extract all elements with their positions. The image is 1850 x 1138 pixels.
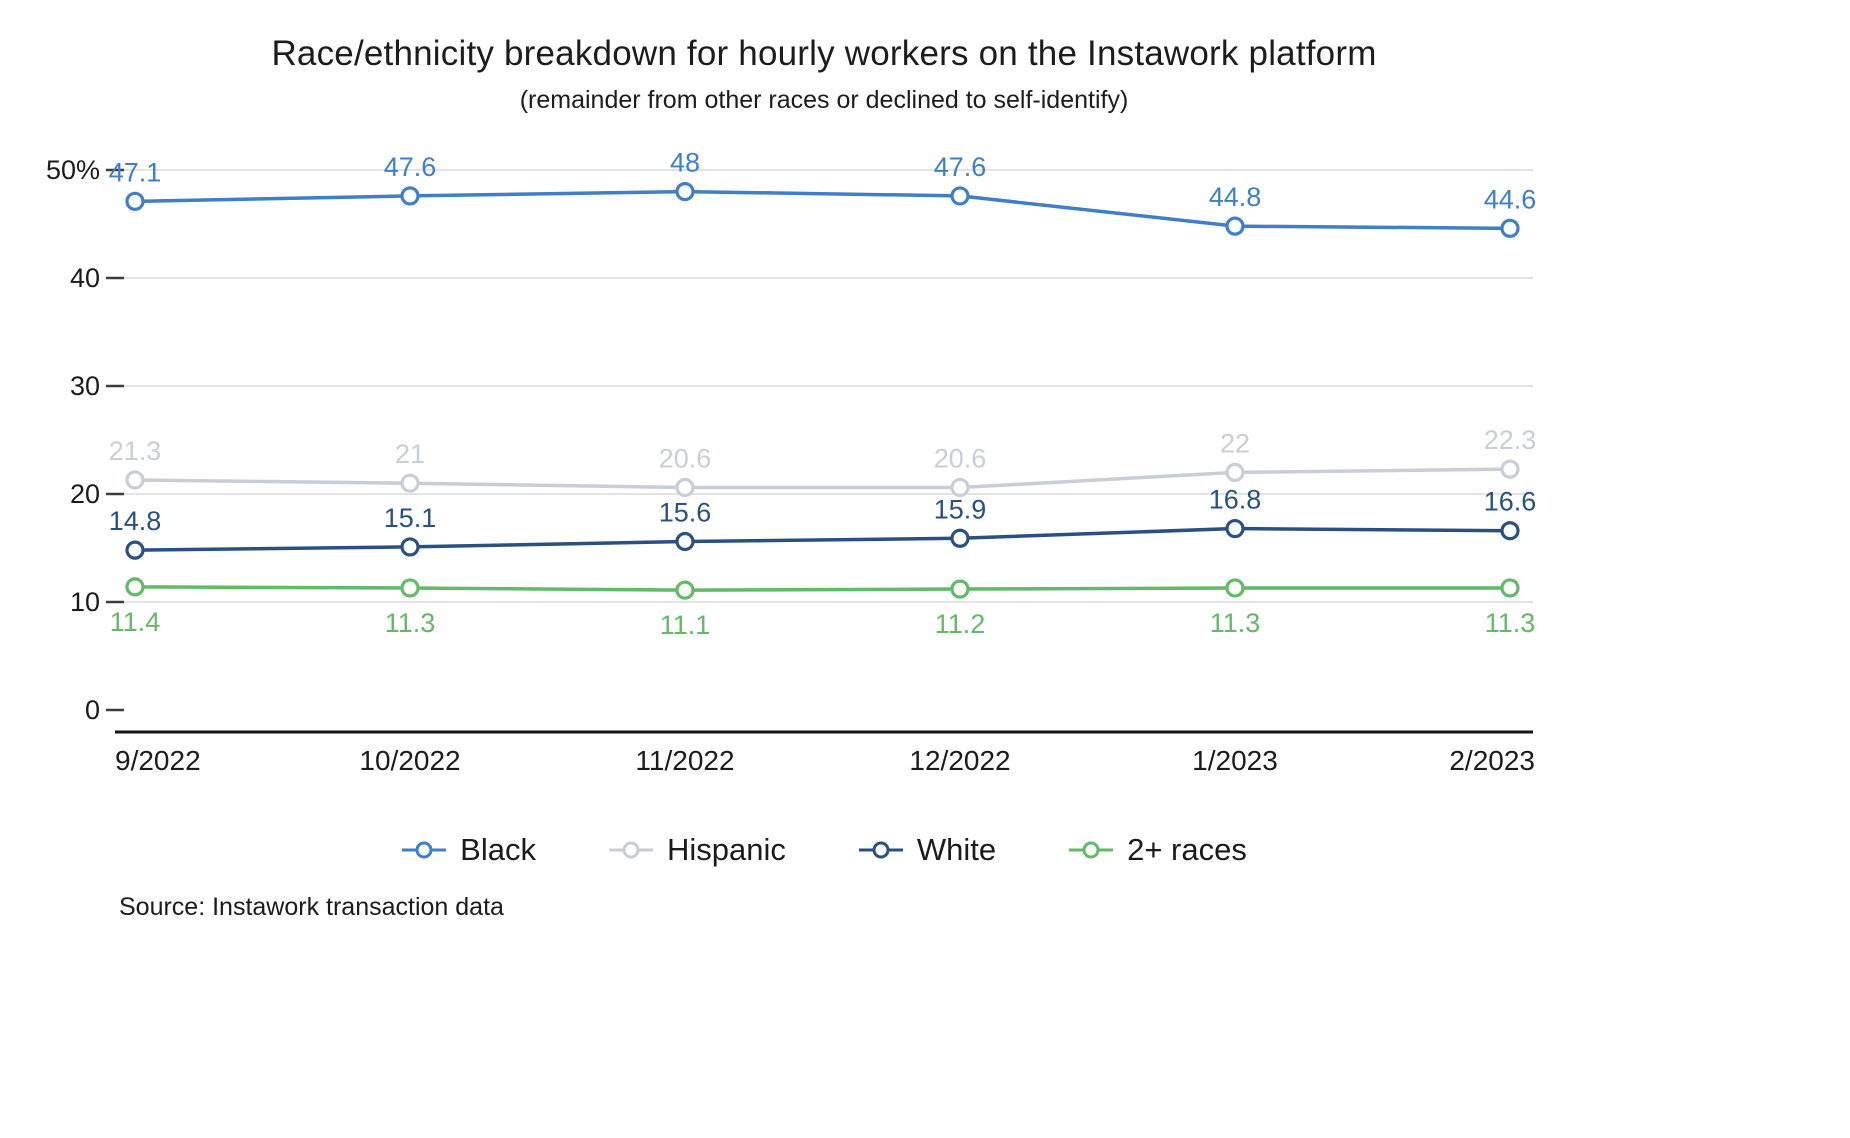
svg-text:11.1: 11.1: [660, 610, 711, 640]
legend-item-black: Black: [401, 832, 536, 868]
svg-text:11/2022: 11/2022: [635, 745, 734, 776]
svg-text:47.6: 47.6: [934, 152, 987, 182]
source-note: Source: Instawork transaction data: [119, 893, 504, 921]
svg-text:20.6: 20.6: [934, 444, 987, 474]
series-2+ races: 11.4 11.3 11.1 11.2 11.3 11.3: [110, 577, 1536, 640]
svg-text:47.1: 47.1: [109, 157, 162, 187]
svg-text:0: 0: [85, 695, 100, 725]
series-White: 14.8 15.1 15.6 15.9 16.8 16.6: [109, 485, 1537, 560]
svg-text:11.3: 11.3: [1485, 608, 1536, 638]
chart-title: Race/ethnicity breakdown for hourly work…: [271, 34, 1377, 73]
svg-text:11.4: 11.4: [110, 607, 161, 637]
svg-text:44.8: 44.8: [1209, 182, 1262, 212]
svg-text:40: 40: [70, 263, 100, 293]
legend-label-hispanic: Hispanic: [666, 832, 786, 867]
series-Hispanic: 21.3 21 20.6 20.6 22 22.3: [109, 425, 1537, 498]
legend-item-hispanic: Hispanic: [608, 832, 786, 868]
svg-text:11.3: 11.3: [1210, 608, 1261, 638]
svg-text:20.6: 20.6: [659, 444, 712, 474]
svg-text:16.8: 16.8: [1209, 485, 1262, 515]
svg-text:22.3: 22.3: [1484, 425, 1537, 455]
svg-text:21: 21: [395, 439, 425, 469]
chart-legend: Black Hispanic White 2+ races: [0, 832, 1648, 868]
svg-text:47.6: 47.6: [384, 152, 437, 182]
svg-text:10: 10: [70, 587, 100, 617]
legend-label-2plus-races: 2+ races: [1127, 832, 1247, 867]
svg-text:12/2022: 12/2022: [909, 745, 1010, 776]
svg-text:50%: 50%: [46, 155, 100, 185]
svg-text:14.8: 14.8: [109, 506, 162, 536]
svg-text:16.6: 16.6: [1484, 487, 1537, 517]
svg-text:30: 30: [70, 371, 100, 401]
legend-item-white: White: [858, 832, 996, 868]
legend-marker-black-icon: [401, 840, 447, 860]
svg-text:2/2023: 2/2023: [1449, 745, 1535, 776]
legend-label-black: Black: [460, 832, 536, 867]
svg-text:10/2022: 10/2022: [359, 745, 460, 776]
svg-text:11.2: 11.2: [935, 609, 986, 639]
legend-marker-hispanic-icon: [608, 840, 654, 860]
svg-text:1/2023: 1/2023: [1192, 745, 1278, 776]
svg-text:44.6: 44.6: [1484, 184, 1537, 214]
svg-text:15.1: 15.1: [384, 503, 437, 533]
svg-text:21.3: 21.3: [109, 436, 162, 466]
legend-label-white: White: [916, 832, 997, 867]
svg-text:20: 20: [70, 479, 100, 509]
legend-marker-2plus-races-icon: [1068, 840, 1114, 860]
svg-text:9/2022: 9/2022: [115, 745, 201, 776]
svg-text:15.6: 15.6: [659, 498, 712, 528]
legend-marker-white-icon: [858, 840, 904, 860]
series-Black: 47.1 47.6 48 47.6 44.8 44.6: [109, 148, 1537, 238]
svg-text:15.9: 15.9: [934, 494, 987, 524]
svg-text:22: 22: [1220, 428, 1250, 458]
chart-subtitle: (remainder from other races or declined …: [519, 86, 1129, 114]
svg-text:11.3: 11.3: [385, 608, 436, 638]
legend-item-2plus-races: 2+ races: [1068, 832, 1247, 868]
svg-text:48: 48: [670, 148, 700, 178]
